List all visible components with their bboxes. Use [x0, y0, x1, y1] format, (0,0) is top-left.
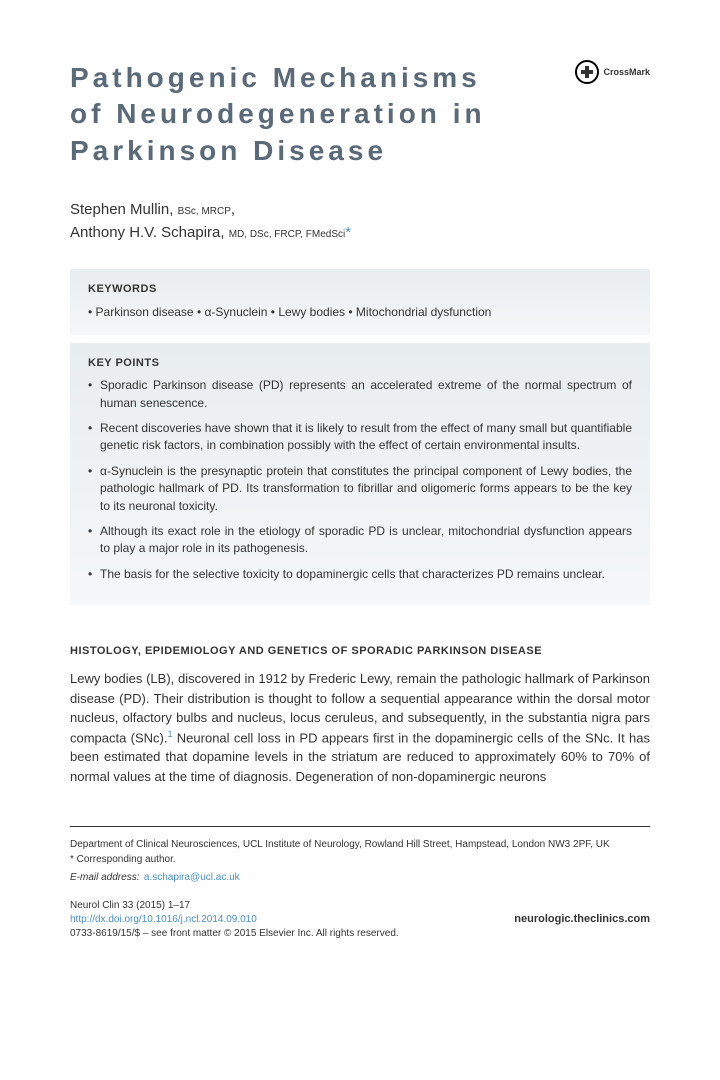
author-name: Stephen Mullin: [70, 201, 169, 218]
journal-block: Neurol Clin 33 (2015) 1–17 http://dx.doi…: [70, 899, 650, 941]
keypoints-heading: KEY POINTS: [88, 357, 632, 369]
keypoint-item: Sporadic Parkinson disease (PD) represen…: [88, 377, 632, 412]
keypoint-item: Although its exact role in the etiology …: [88, 523, 632, 558]
author-line-2: Anthony H.V. Schapira, MD, DSc, FRCP, FM…: [70, 222, 650, 245]
article-title: Pathogenic Mechanisms of Neurodegenerati…: [70, 60, 510, 169]
author-block: Stephen Mullin, BSc, MRCP, Anthony H.V. …: [70, 199, 650, 244]
author-line-1: Stephen Mullin, BSc, MRCP,: [70, 199, 650, 222]
keypoints-box: KEY POINTS Sporadic Parkinson disease (P…: [70, 343, 650, 605]
keypoint-item: The basis for the selective toxicity to …: [88, 566, 632, 583]
keywords-heading: KEYWORDS: [88, 283, 632, 295]
email-link[interactable]: a.schapira@ucl.ac.uk: [144, 872, 240, 883]
doi-link[interactable]: http://dx.doi.org/10.1016/j.ncl.2014.09.…: [70, 914, 257, 925]
keywords-box: KEYWORDS • Parkinson disease • α-Synucle…: [70, 269, 650, 335]
issn-line: 0733-8619/15/$ – see front matter © 2015…: [70, 927, 650, 941]
crossmark-label: CrossMark: [603, 67, 650, 77]
keypoints-list: Sporadic Parkinson disease (PD) represen…: [88, 377, 632, 583]
crossmark-badge[interactable]: CrossMark: [575, 60, 650, 84]
keypoint-item: Recent discoveries have shown that it is…: [88, 420, 632, 455]
author-credentials: MD, DSc, FRCP, FMedSci: [229, 229, 346, 240]
corresponding-note: * Corresponding author.: [70, 852, 650, 867]
journal-website[interactable]: neurologic.theclinics.com: [514, 913, 650, 925]
section-heading: HISTOLOGY, EPIDEMIOLOGY AND GENETICS OF …: [70, 645, 650, 657]
email-line: E-mail address: a.schapira@ucl.ac.uk: [70, 867, 650, 885]
author-name: Anthony H.V. Schapira: [70, 224, 220, 241]
footer-divider: [70, 826, 650, 827]
author-credentials: BSc, MRCP: [178, 206, 231, 217]
email-label: E-mail address:: [70, 872, 139, 883]
keywords-list: • Parkinson disease • α-Synuclein • Lewy…: [88, 303, 632, 321]
journal-citation: Neurol Clin 33 (2015) 1–17: [70, 899, 650, 913]
affiliation-text: Department of Clinical Neurosciences, UC…: [70, 837, 650, 852]
keypoint-item: α-Synuclein is the presynaptic protein t…: [88, 463, 632, 515]
crossmark-icon: [575, 60, 599, 84]
body-paragraph: Lewy bodies (LB), discovered in 1912 by …: [70, 669, 650, 786]
corresponding-asterisk: *: [345, 224, 351, 241]
